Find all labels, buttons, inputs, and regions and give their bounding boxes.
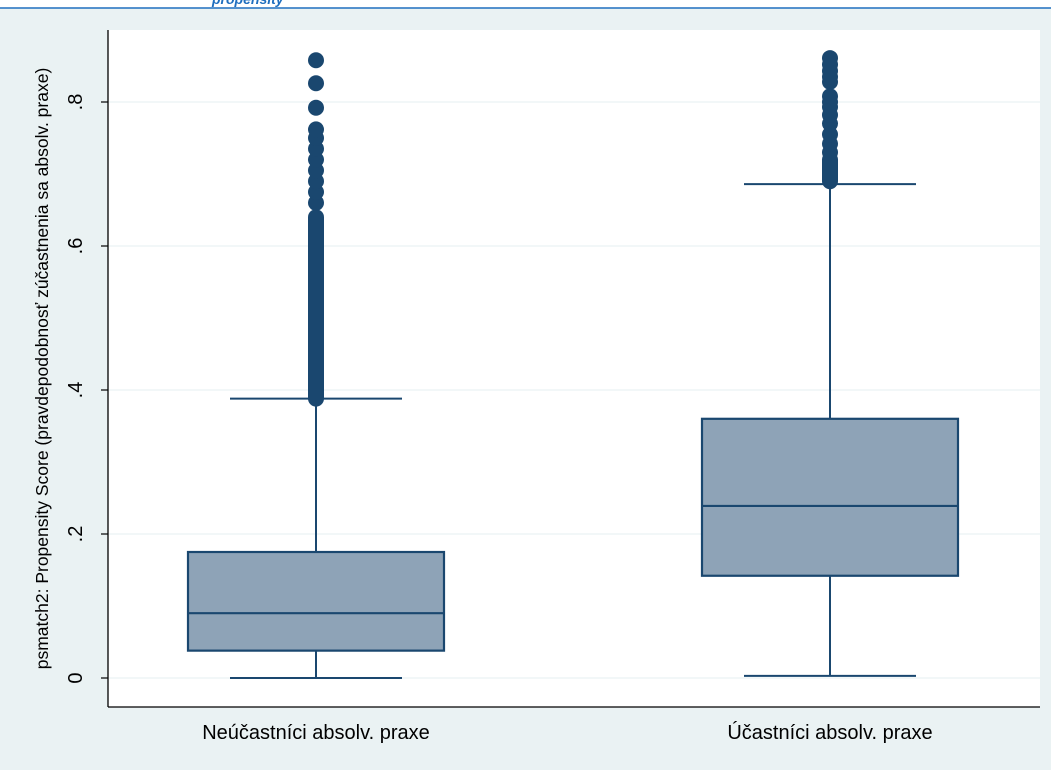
outlier-point — [308, 52, 324, 69]
iqr-box — [186, 550, 446, 652]
outlier-point — [822, 88, 838, 105]
outlier-point — [308, 121, 324, 138]
y-tick-label: .2 — [65, 526, 87, 543]
iqr-box — [700, 417, 960, 577]
outlier-point — [822, 50, 838, 67]
outlier-point — [308, 99, 324, 116]
y-tick-label: .4 — [65, 382, 87, 399]
top-header-strip — [0, 0, 1051, 8]
outlier-band — [822, 151, 838, 190]
cut-off-title: propensity — [211, 0, 285, 7]
box-group — [186, 52, 446, 679]
axis-layer: 0 .2 .4 .6 .8 Neúčastníci absolv. praxe Účastn… — [65, 30, 1040, 744]
x-category-label: Účastníci absolv. praxe — [727, 721, 932, 744]
y-tick-label: 0 — [65, 672, 87, 683]
y-axis-title: psmatch2: Propensity Score (pravdepodobn… — [32, 68, 52, 670]
outlier-band — [308, 209, 324, 407]
outlier-point — [308, 75, 324, 92]
box-group — [700, 50, 960, 677]
y-tick-label: .8 — [65, 94, 87, 111]
y-tick-label: .6 — [65, 238, 87, 255]
x-category-label: Neúčastníci absolv. praxe — [202, 722, 430, 744]
data-layer — [186, 50, 960, 679]
